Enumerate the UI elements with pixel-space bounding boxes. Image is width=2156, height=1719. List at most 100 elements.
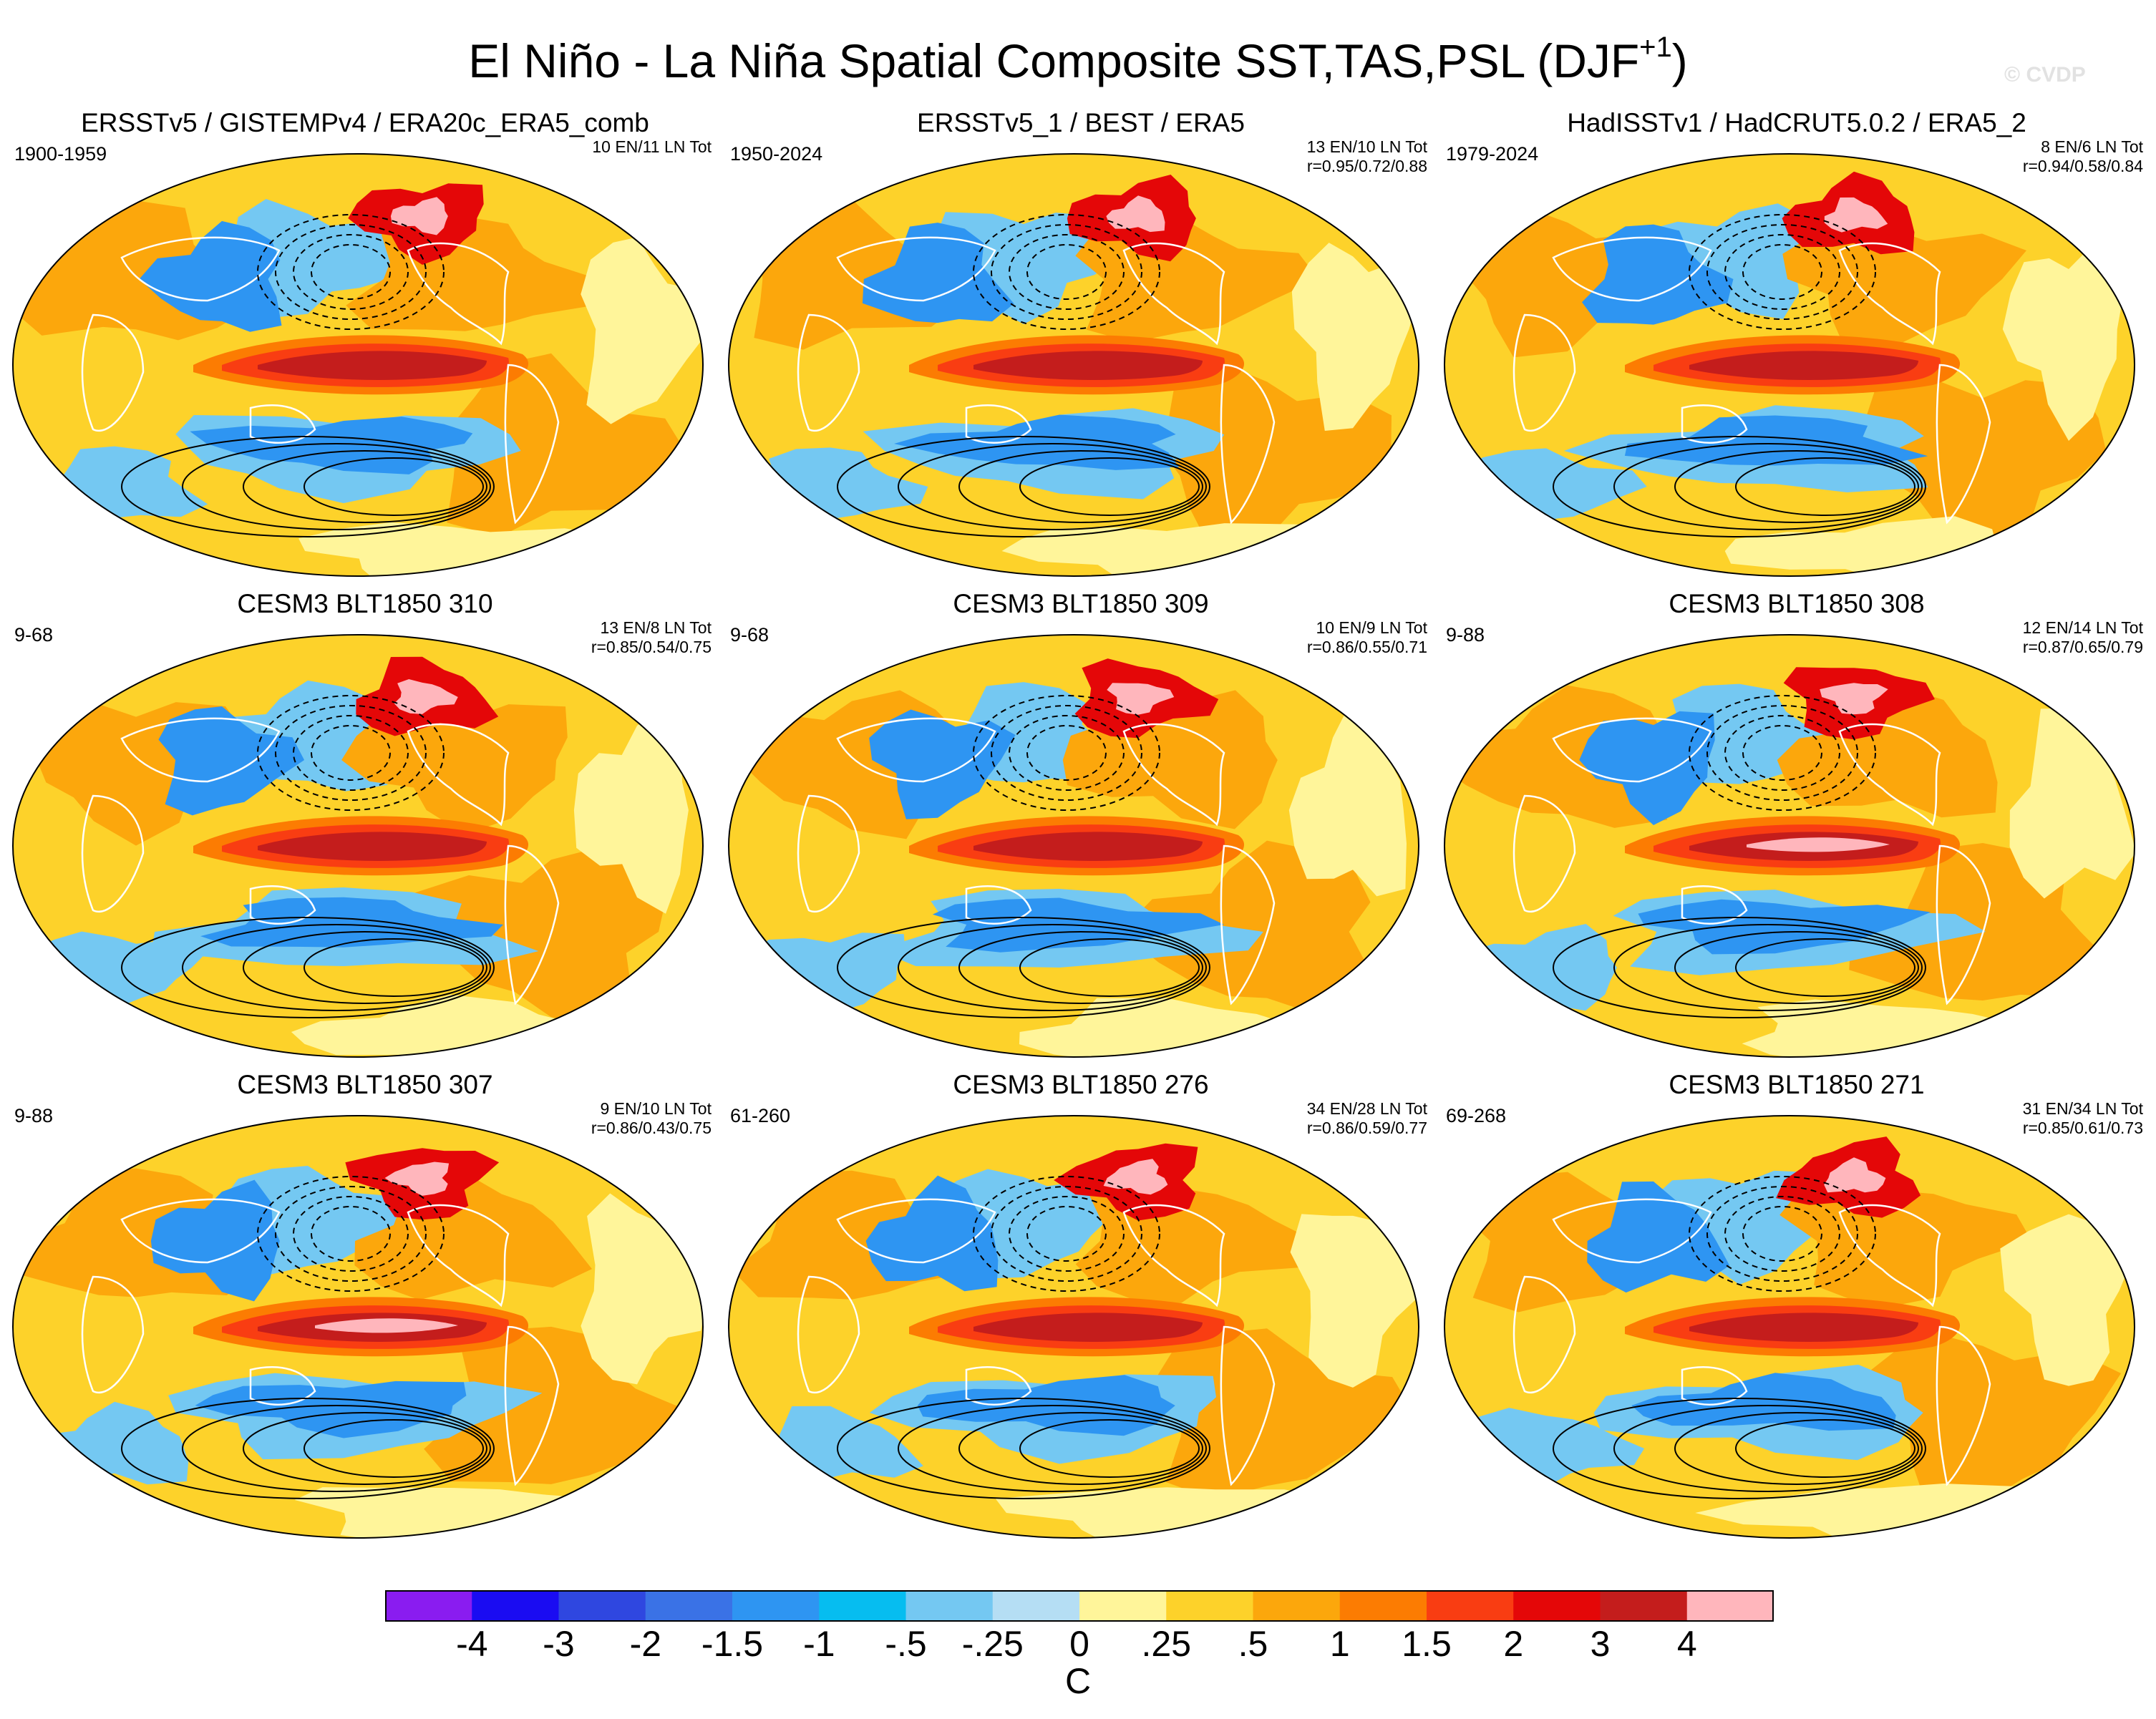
pattern-correlations: r=0.86/0.55/0.71	[1306, 638, 1427, 656]
neutral-anomaly-region	[1288, 698, 1407, 897]
map-panel: CESM3 BLT1850 276 61-260 34 EN/28 LN Tot r=…	[723, 1069, 1439, 1542]
psl-contour-negative	[1706, 224, 1858, 320]
psl-contour-positive	[1553, 917, 1926, 1018]
composite-map	[728, 634, 1419, 1058]
psl-contour-negative	[311, 244, 391, 300]
map-panel: ERSSTv5_1 / BEST / ERA5 1950-2024 13 EN/10…	[723, 107, 1439, 580]
map-panel: CESM3 BLT1850 308 9-88 12 EN/14 LN Tot r=0.…	[1439, 588, 2155, 1061]
panel-counts: 10 EN/9 LN Tot r=0.86/0.55/0.71	[1307, 618, 1427, 657]
enso-tongue-core	[258, 832, 487, 861]
colorbar-swatch	[819, 1590, 906, 1622]
panel-counts: 12 EN/14 LN Tot r=0.87/0.65/0.79	[2023, 618, 2143, 657]
psl-contour-negative	[1026, 725, 1107, 781]
psl-contour-negative	[973, 214, 1160, 330]
map-panel: ERSSTv5 / GISTEMPv4 / ERA20c_ERA5_comb 19…	[7, 107, 723, 580]
psl-contour-positive	[898, 1405, 1207, 1492]
event-counts: 13 EN/10 LN Tot	[1306, 137, 1427, 156]
psl-contour-positive	[837, 436, 1210, 537]
cool-anomaly-region	[150, 1179, 280, 1302]
psl-contour-negative	[311, 1206, 391, 1262]
neutral-anomaly-region	[2002, 245, 2124, 441]
map-panel: CESM3 BLT1850 271 69-268 31 EN/34 LN Tot r=…	[1439, 1069, 2155, 1542]
colorbar-units: C	[1064, 1661, 1092, 1701]
panel-counts: 8 EN/6 LN Tot r=0.94/0.58/0.84	[2023, 137, 2143, 176]
map-outline	[728, 1115, 1419, 1539]
cool-anomaly-region	[936, 212, 1117, 324]
panel-title: CESM3 BLT1850 309	[953, 589, 1209, 618]
map-outline	[728, 634, 1419, 1058]
map-panel: CESM3 BLT1850 309 9-68 10 EN/9 LN Tot r=0.8…	[723, 588, 1439, 1061]
psl-contour-positive	[958, 450, 1203, 523]
psl-contour-positive	[121, 917, 495, 1018]
psl-contour-positive	[182, 1405, 491, 1492]
psl-contour-negative	[1689, 695, 1876, 811]
event-counts: 12 EN/14 LN Tot	[2022, 618, 2143, 637]
event-counts: 13 EN/8 LN Tot	[600, 618, 712, 637]
neutral-anomaly-region	[294, 1487, 631, 1538]
composite-map	[728, 153, 1419, 577]
colorbar-swatch	[1513, 1590, 1601, 1622]
north-america-peak-anomaly	[1107, 683, 1175, 715]
psl-contour-positive	[182, 924, 491, 1011]
neutral-anomaly-region	[573, 705, 689, 914]
psl-contour-negative	[275, 224, 427, 320]
psl-contour-positive	[243, 1412, 487, 1485]
pattern-correlations: r=0.94/0.58/0.84	[2022, 157, 2143, 175]
psl-contour-positive	[898, 924, 1207, 1011]
north-america-peak-anomaly	[394, 679, 458, 714]
figure-title-text: El Niño - La Niña Spatial Composite SST,…	[468, 34, 1640, 87]
panel-period: 1979-2024	[1446, 143, 1539, 165]
panel-counts: 13 EN/8 LN Tot r=0.85/0.54/0.75	[591, 618, 712, 657]
panel-title: HadISSTv1 / HadCRUT5.0.2 / ERA5_2	[1567, 108, 2026, 137]
psl-contour-positive	[1674, 1412, 1919, 1485]
colorbar-tick-label: 0	[1069, 1624, 1089, 1664]
colorbar-swatch	[905, 1590, 994, 1622]
colorbar-swatch	[1253, 1590, 1341, 1622]
psl-contour-positive	[958, 931, 1203, 1004]
colorbar-swatch	[732, 1590, 820, 1622]
panel-title: CESM3 BLT1850 276	[953, 1070, 1209, 1099]
neutral-anomaly-region	[2009, 708, 2135, 899]
pattern-correlations: r=0.87/0.65/0.79	[2022, 638, 2143, 656]
map-outline	[1444, 1115, 2135, 1539]
cool-anomaly-region	[1631, 1373, 1896, 1431]
pattern-correlations: r=0.85/0.61/0.73	[2022, 1119, 2143, 1137]
composite-map	[1444, 634, 2135, 1058]
psl-contour-negative	[1724, 1196, 1840, 1272]
colorbar-swatch	[1166, 1590, 1253, 1622]
colorbar-swatch	[472, 1590, 559, 1622]
warm-anomaly-region	[424, 1326, 694, 1484]
psl-contour-positive	[1613, 1405, 1923, 1492]
psl-contour-positive	[1735, 938, 1915, 997]
panel-counts: 34 EN/28 LN Tot r=0.86/0.59/0.77	[1307, 1099, 1427, 1138]
psl-contour-positive	[1019, 457, 1200, 516]
warm-anomaly-region	[1154, 1328, 1414, 1500]
colorbar-tick-label: 4	[1676, 1624, 1697, 1664]
enso-tongue-core	[1689, 351, 1918, 380]
event-counts: 34 EN/28 LN Tot	[1306, 1099, 1427, 1118]
psl-contour-positive	[121, 436, 495, 537]
colorbar-tick-label: .5	[1238, 1624, 1268, 1664]
panel-period: 9-88	[1446, 624, 1485, 646]
psl-contour-negative	[275, 705, 427, 801]
psl-contour-positive	[1735, 457, 1915, 516]
warm-anomaly-region	[1777, 685, 1998, 818]
colorbar-tick-label: -1.5	[701, 1624, 764, 1664]
psl-contour-negative	[1026, 244, 1107, 300]
panel-title: CESM3 BLT1850 271	[1669, 1070, 1925, 1099]
colorbar-tick-label: -.5	[885, 1624, 927, 1664]
map-outline	[12, 153, 704, 577]
colorbar-swatch	[992, 1590, 1080, 1622]
warm-anomaly-region	[1462, 1172, 1705, 1313]
colorbar-swatch	[1427, 1590, 1514, 1622]
figure-title-superscript: +1	[1639, 31, 1672, 63]
cool-anomaly-region	[195, 1380, 467, 1438]
psl-contour-negative	[1009, 715, 1125, 791]
warm-anomaly-region	[414, 846, 666, 1028]
psl-contour-positive	[243, 450, 487, 523]
panel-title: ERSSTv5 / GISTEMPv4 / ERA20c_ERA5_comb	[81, 108, 649, 137]
enso-tongue-peak	[315, 1318, 458, 1333]
panel-title: ERSSTv5_1 / BEST / ERA5	[917, 108, 1245, 137]
psl-contour-positive	[1553, 1398, 1926, 1499]
panel-period: 61-260	[730, 1105, 791, 1126]
